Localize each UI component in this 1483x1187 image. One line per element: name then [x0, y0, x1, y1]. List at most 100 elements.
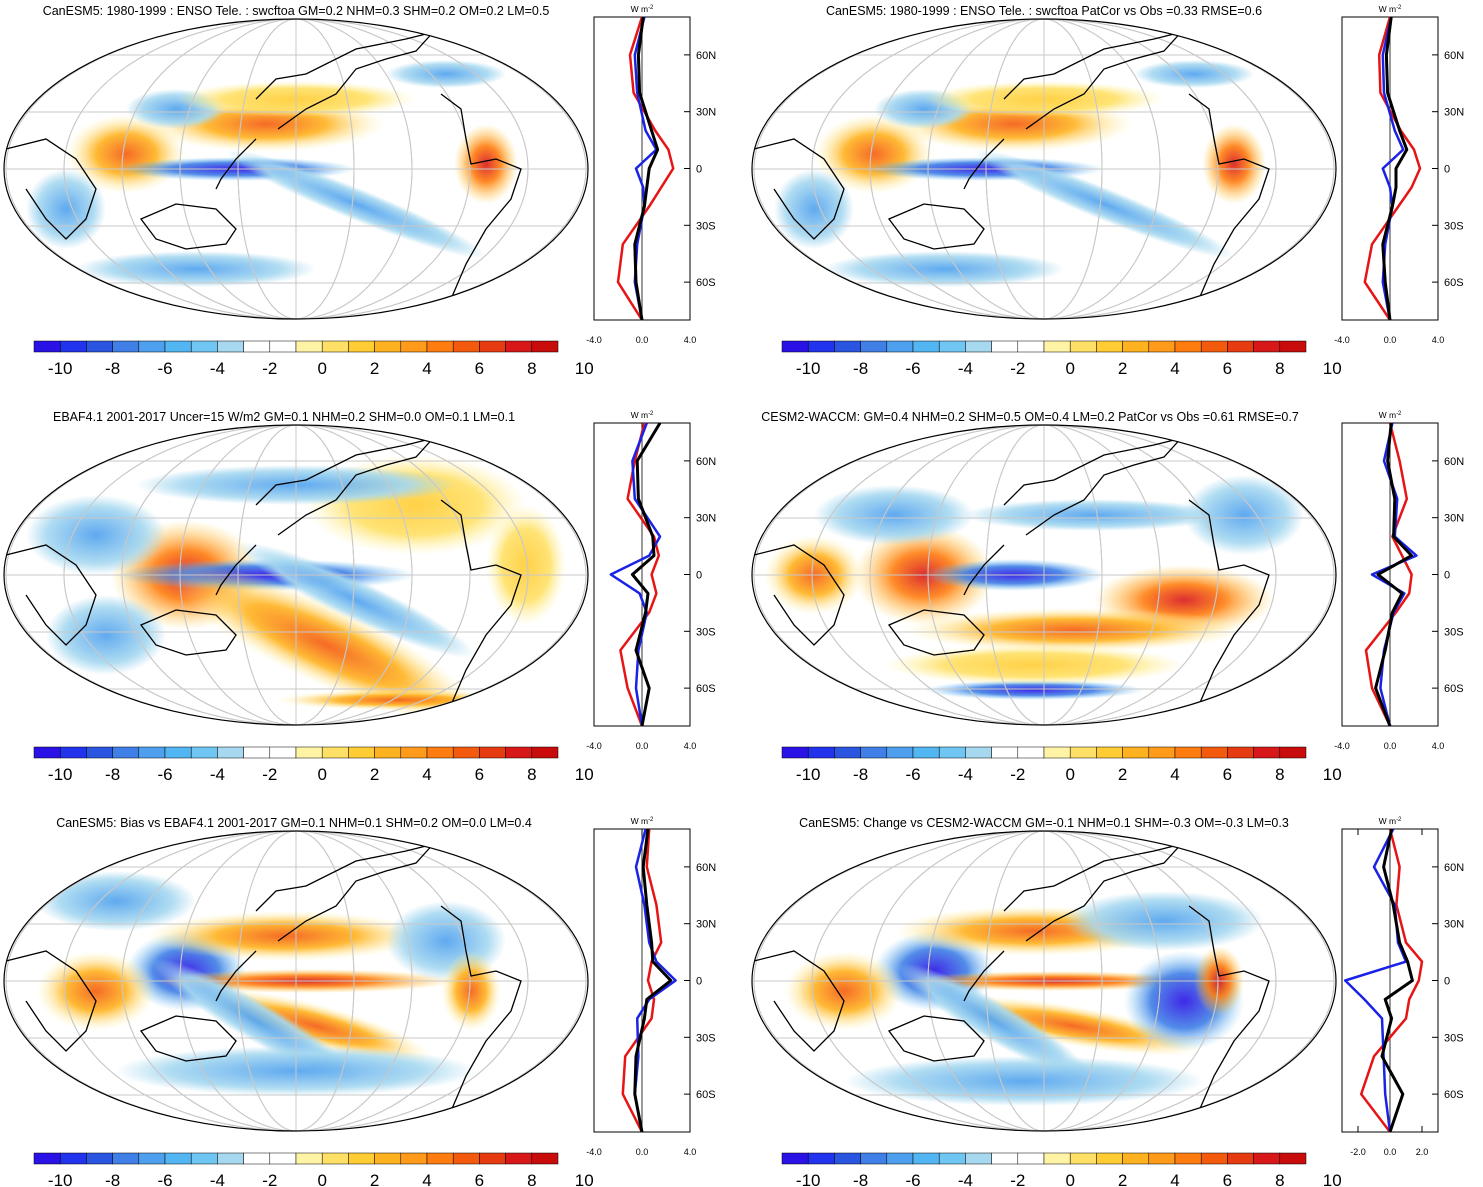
map-frame: [751, 424, 1337, 726]
colorbar-cell: [1122, 340, 1150, 353]
colorbar-tick-label: 10: [1323, 359, 1342, 378]
x-tick-label: 0.0: [636, 335, 649, 345]
colorbar-cell: [400, 1152, 428, 1165]
coastline: [5, 138, 97, 240]
colorbar-cell: [112, 340, 140, 353]
map-p1: [3, 18, 589, 320]
colorbar-cell: [374, 746, 402, 759]
y-tick-label: 30N: [696, 919, 716, 931]
colorbar-cell: [886, 340, 914, 353]
colorbar-cell: [1227, 746, 1254, 759]
colorbar-cell: [86, 746, 113, 759]
colorbar-p3: -10 -8 -6 -4 -2 0 2 4 6 8 10: [33, 746, 594, 784]
colorbar-cell: [479, 340, 506, 353]
colorbar-cell: [886, 1152, 914, 1165]
colorbar-cell: [1148, 746, 1176, 759]
colorbar-cell: [269, 1152, 297, 1165]
colorbar-cell: [59, 1152, 87, 1165]
colorbar-cell: [938, 340, 966, 353]
field-anomaly: [486, 505, 566, 625]
colorbar-cell: [505, 340, 533, 353]
profile-series-obs: [1364, 422, 1413, 727]
y-tick-label: 60N: [696, 50, 716, 62]
profile-series-model-obs: [633, 16, 660, 321]
colorbar-cell: [1227, 340, 1254, 353]
colorbar-tick-label: -8: [105, 359, 120, 378]
field-anomaly: [76, 251, 316, 287]
units-exponent: -2: [1396, 5, 1402, 11]
colorbar-tick-label: -6: [157, 765, 172, 784]
profile-series-model-obs: [1381, 16, 1409, 321]
colorbar-cell: [781, 340, 809, 353]
colorbar-tick-label: -2: [1010, 1171, 1025, 1187]
coastline: [1003, 434, 1195, 506]
map-p3: [3, 424, 589, 726]
colorbar-cell: [112, 1152, 140, 1165]
colorbar-cell: [33, 340, 61, 353]
colorbar-cell: [86, 340, 113, 353]
colorbar-cell: [190, 746, 218, 759]
colorbar-tick-label: -6: [905, 765, 920, 784]
profile-series-model-obs: [1380, 828, 1414, 1133]
colorbar-tick-label: -4: [958, 359, 973, 378]
units-label: W m-2: [1379, 4, 1402, 14]
colorbar-tick-label: -6: [157, 359, 172, 378]
colorbar-cell: [217, 1152, 244, 1165]
colorbar-cell: [1017, 746, 1045, 759]
colorbar-cell: [1174, 746, 1202, 759]
colorbar-cell: [138, 746, 166, 759]
colorbar-tick-label: 8: [1275, 1171, 1284, 1187]
panel-p1: CanESM5: 1980-1999 : ENSO Tele. : swcfto…: [3, 4, 716, 378]
colorbar-cell: [269, 340, 297, 353]
colorbar-cell: [321, 1152, 349, 1165]
units-label: W m-2: [631, 816, 654, 826]
y-tick-label: 30S: [696, 220, 716, 232]
colorbar-cell: [400, 340, 428, 353]
profile-series-obs: [1359, 828, 1424, 1133]
coastline: [440, 905, 522, 1112]
units-exponent: -2: [648, 411, 654, 417]
field-anomaly: [26, 169, 106, 249]
colorbar-tick-label: 6: [475, 1171, 484, 1187]
field-anomaly: [898, 963, 1090, 1079]
profile-series-model-obs: [630, 422, 662, 727]
colorbar-p5: -10 -8 -6 -4 -2 0 2 4 6 8 10: [33, 1152, 594, 1187]
colorbar-cell: [912, 1152, 940, 1165]
colorbar-cell: [1279, 340, 1307, 353]
field-anomaly: [784, 951, 904, 1031]
colorbar-cell: [531, 1152, 559, 1165]
x-tick-label: 0.0: [1384, 741, 1397, 751]
colorbar-tick-label: 2: [370, 1171, 379, 1187]
colorbar-cell: [531, 340, 559, 353]
colorbar-cell: [1227, 1152, 1254, 1165]
colorbar-cell: [807, 340, 835, 353]
colorbar-cell: [426, 746, 454, 759]
coastline: [887, 203, 985, 250]
colorbar-cell: [860, 746, 888, 759]
colorbar-cell: [505, 1152, 533, 1165]
colorbar-cell: [190, 1152, 218, 1165]
colorbar-cell: [912, 746, 940, 759]
units-exponent: -2: [648, 817, 654, 823]
x-tick-label: 0.0: [1384, 1147, 1397, 1157]
field-anomaly: [824, 251, 1064, 287]
colorbar-tick-label: 10: [1323, 765, 1342, 784]
y-tick-label: 30N: [1444, 513, 1464, 525]
profile-p4: W m-2 -4.0 0.0 4.0 60N 30N 0 30S 60S: [1334, 410, 1464, 751]
colorbar-cell: [243, 1152, 271, 1165]
colorbar-cell: [452, 746, 480, 759]
map-frame: [3, 830, 589, 1132]
field-anomaly: [1134, 60, 1254, 88]
colorbar-cell: [1253, 340, 1281, 353]
units-exponent: -2: [648, 5, 654, 11]
panel-p5: CanESM5: Bias vs EBAF4.1 2001-2017 GM=0.…: [3, 816, 716, 1187]
field-anomaly: [1064, 891, 1264, 951]
colorbar-cell: [138, 1152, 166, 1165]
field-anomaly: [964, 499, 1224, 531]
colorbar-cell: [1253, 1152, 1281, 1165]
units-label: W m-2: [1379, 816, 1402, 826]
colorbar-cell: [1017, 1152, 1045, 1165]
x-tick-label: 4.0: [684, 741, 697, 751]
colorbar-tick-label: -6: [905, 1171, 920, 1187]
colorbar-tick-label: -6: [157, 1171, 172, 1187]
